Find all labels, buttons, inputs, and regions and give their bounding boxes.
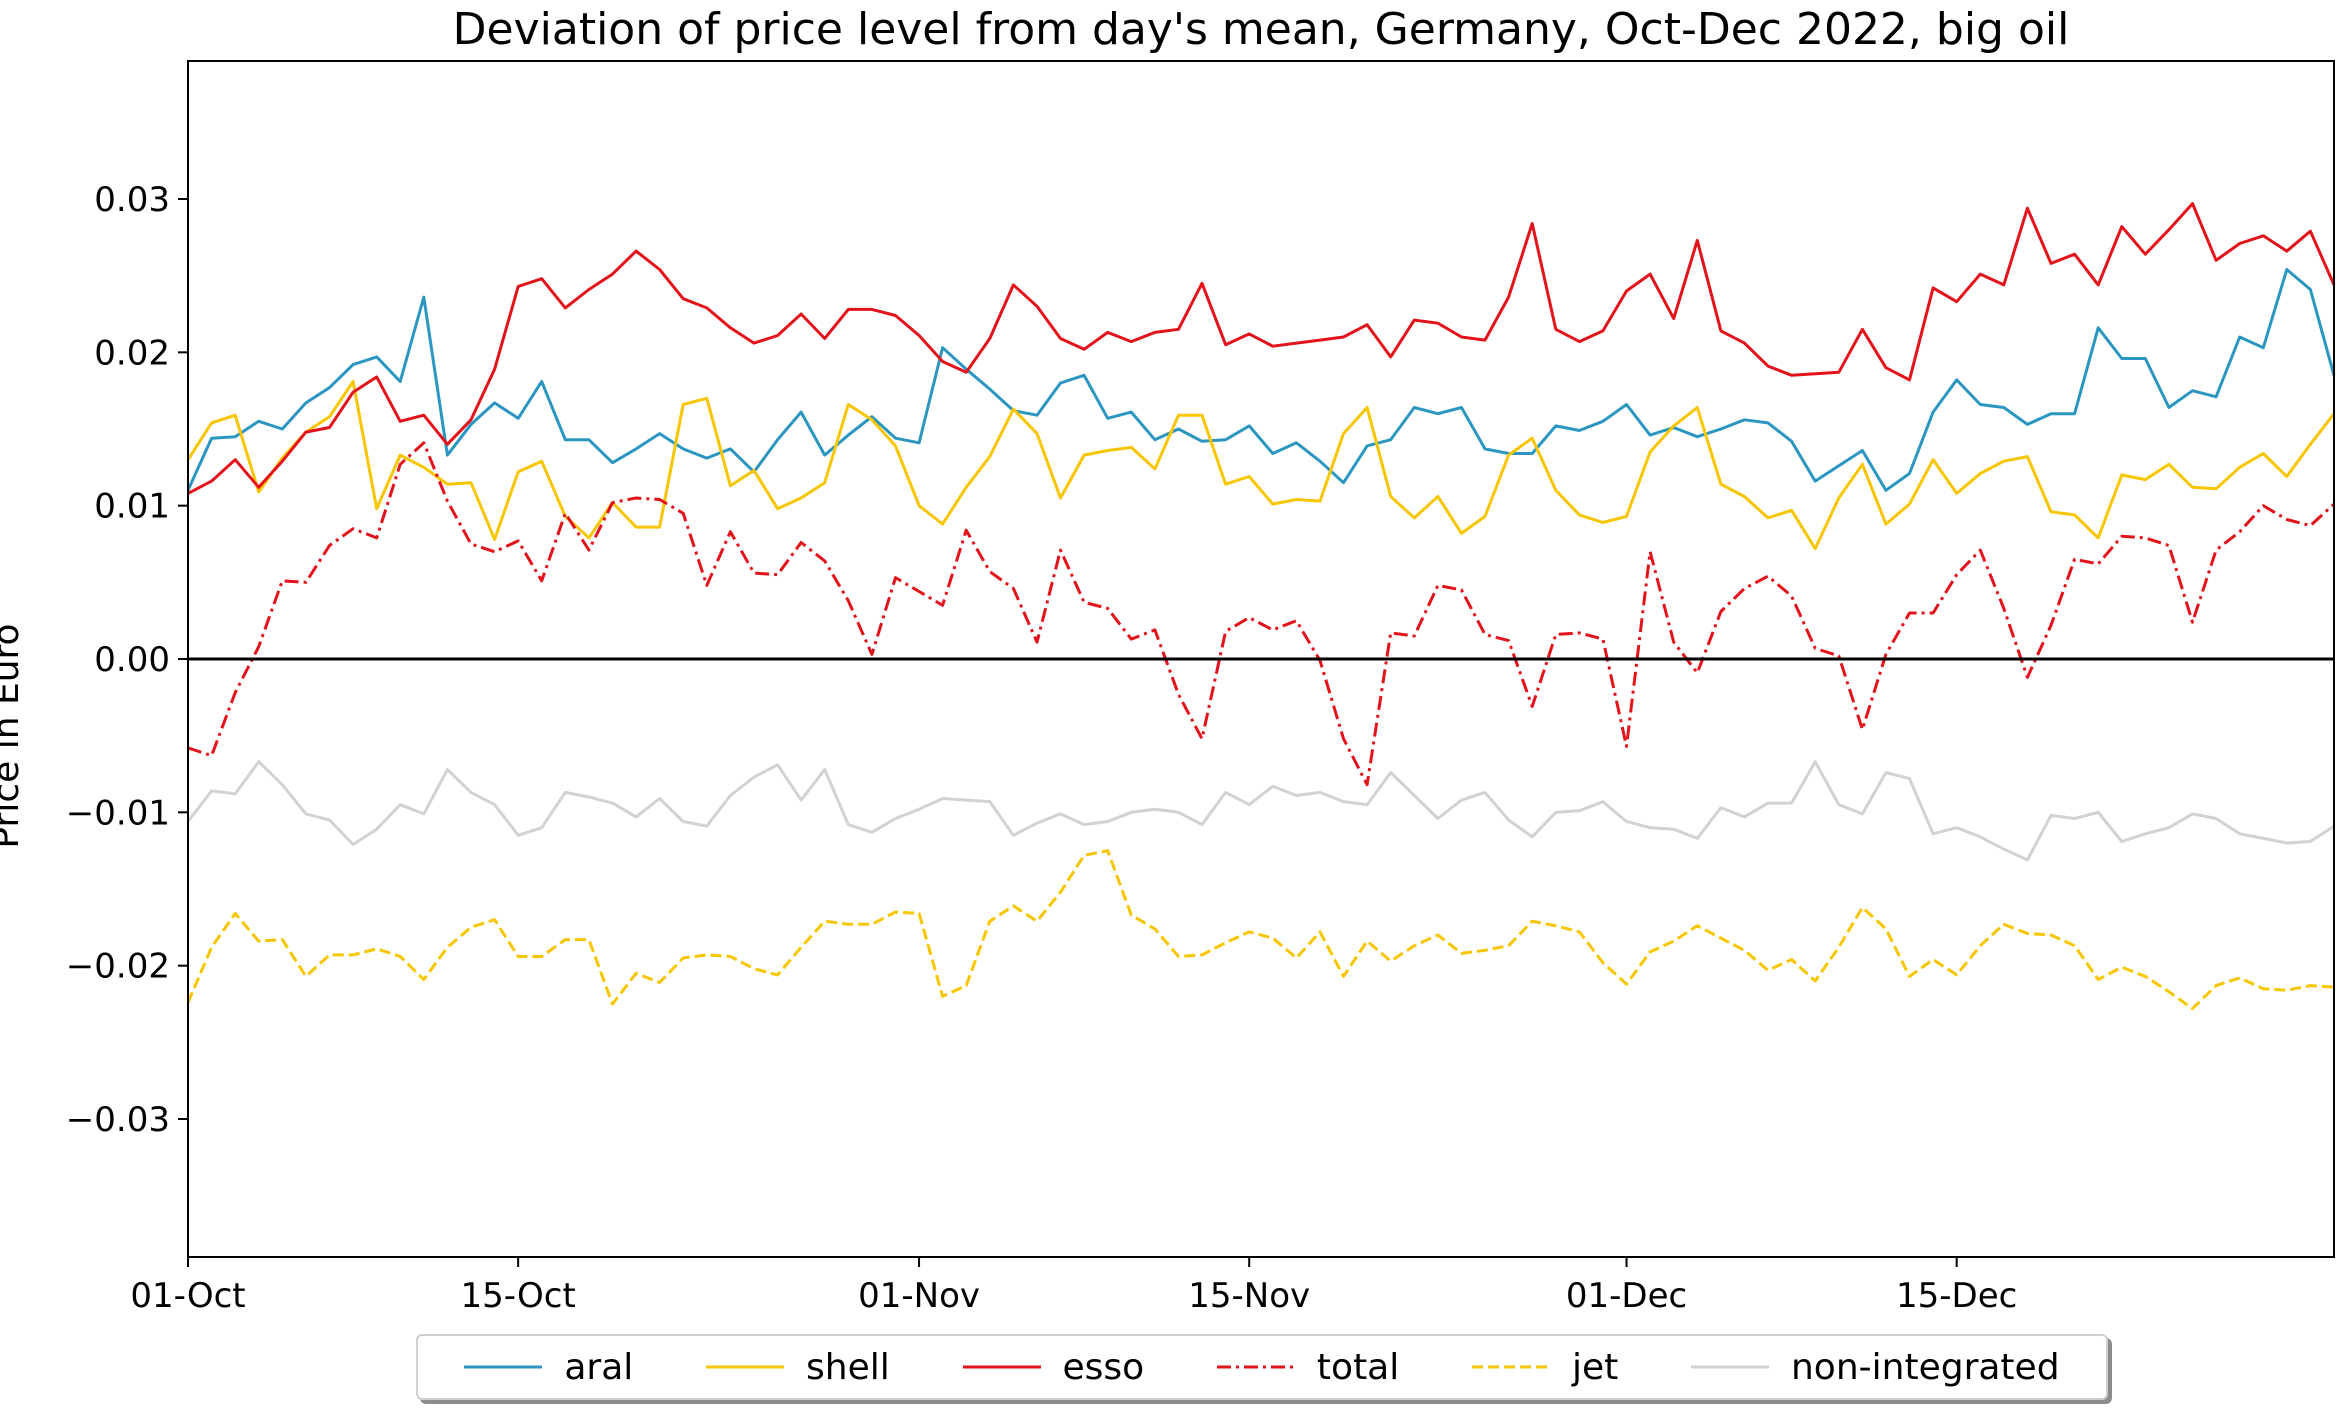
y-tick-label: 0.00 — [94, 640, 170, 680]
legend-swatch-jet — [1471, 1365, 1550, 1369]
legend: aral shell esso total jet non-integrated — [416, 1334, 2108, 1400]
legend-item-aral: aral — [464, 1347, 633, 1388]
x-tick-label: 01-Nov — [858, 1276, 980, 1316]
y-tick-label: 0.02 — [94, 333, 170, 373]
legend-label-total: total — [1316, 1346, 1400, 1388]
legend-swatch-shell — [706, 1365, 785, 1369]
y-tick-label: 0.03 — [94, 180, 170, 220]
legend-label-aral: aral — [564, 1346, 634, 1388]
y-tick-label: −0.03 — [66, 1100, 170, 1140]
legend-item-esso: esso — [962, 1346, 1145, 1388]
y-tick-label: −0.01 — [66, 793, 170, 833]
legend-label-esso: esso — [1062, 1346, 1145, 1388]
legend-swatch-aral — [464, 1365, 543, 1369]
series-layer — [186, 202, 2336, 1011]
series-line-jet — [186, 849, 2335, 1011]
y-axis-label-text: Price in Euro — [0, 623, 27, 849]
x-tick-label: 15-Nov — [1188, 1276, 1310, 1316]
series-line-shell — [186, 380, 2336, 551]
legend-swatch-esso — [962, 1365, 1041, 1369]
x-tick-label: 15-Oct — [461, 1276, 576, 1316]
series-line-non-integrated — [186, 760, 2335, 862]
legend-label-jet: jet — [1571, 1346, 1619, 1388]
legend-item-jet: jet — [1471, 1346, 1619, 1388]
x-tick-label: 15-Dec — [1896, 1276, 2017, 1316]
legend-swatch-non-integrated — [1690, 1365, 1769, 1369]
legend-item-shell: shell — [706, 1347, 890, 1388]
legend-label-non-integrated: non-integrated — [1790, 1346, 2060, 1388]
x-tick-label: 01-Oct — [130, 1276, 245, 1316]
legend-label-shell: shell — [806, 1346, 890, 1388]
series-line-esso — [187, 202, 2336, 495]
legend-item-non-integrated: non-integrated — [1690, 1346, 2060, 1388]
y-tick-label: −0.02 — [66, 947, 170, 987]
y-tick-label: 0.01 — [94, 487, 170, 527]
chart-title: Deviation of price level from day's mean… — [452, 4, 2070, 55]
series-line-total — [187, 441, 2336, 787]
x-tick-label: 01-Dec — [1566, 1276, 1687, 1316]
legend-swatch-total — [1216, 1365, 1295, 1369]
legend-item-total: total — [1216, 1346, 1400, 1388]
series-line-aral — [186, 268, 2336, 492]
axis-layer: 0.03 0.02 0.01 0.00 −0.01 −0.02 −0.03 01-Oct 15-… — [66, 180, 2018, 1316]
